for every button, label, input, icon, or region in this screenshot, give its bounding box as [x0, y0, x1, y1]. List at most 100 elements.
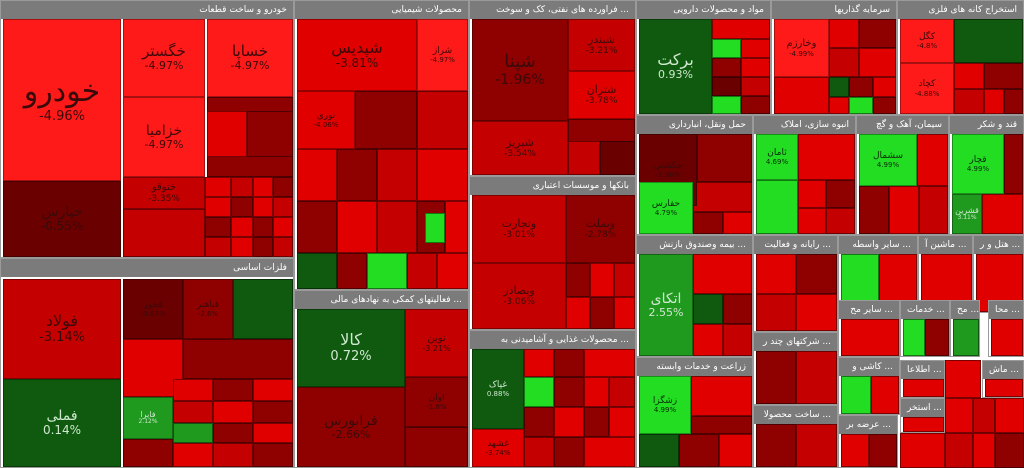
stock-tile[interactable] [273, 177, 293, 197]
stock-tile[interactable] [183, 339, 293, 379]
treemap-sector[interactable]: استخراج کانه های فلزی کگل -4.8% کچاد -4.88% [897, 0, 1024, 115]
stock-tile[interactable] [889, 186, 919, 234]
stock-tile[interactable] [798, 208, 826, 234]
stock-tile[interactable] [945, 398, 973, 433]
stock-tile[interactable]: خساپا -4.97% [207, 19, 293, 97]
stock-tile[interactable] [566, 297, 590, 329]
stock-tile[interactable] [984, 63, 1023, 89]
stock-tile[interactable]: فرابورس -2.66% [297, 387, 405, 467]
stock-tile[interactable] [609, 377, 635, 407]
stock-tile[interactable] [741, 96, 770, 114]
treemap-sector[interactable]: ماش ... [982, 360, 1024, 398]
stock-tile[interactable] [213, 443, 253, 467]
stock-tile[interactable]: فخوز -0.03% [123, 279, 183, 339]
stock-tile[interactable] [297, 253, 337, 289]
stock-tile[interactable] [253, 177, 273, 197]
stock-tile[interactable]: وخارزم -4.99% [774, 19, 829, 77]
stock-tile[interactable] [691, 416, 752, 434]
stock-tile[interactable] [417, 149, 468, 201]
stock-tile[interactable] [213, 379, 253, 401]
stock-tile[interactable] [123, 439, 173, 467]
treemap-sector[interactable]: زراعت و خدمات وابسته زشگزا 4.99% [636, 357, 753, 468]
treemap-sector[interactable]: حمل ونقل، انبارداری حکشتی -1.36% حفارس 4.79% [636, 115, 753, 235]
stock-tile[interactable] [756, 180, 798, 234]
stock-tile[interactable] [849, 77, 873, 97]
stock-tile[interactable] [697, 134, 752, 182]
treemap-sector[interactable]: مواد و محصولات دارویی برکت 0.93% [636, 0, 771, 115]
stock-tile[interactable] [995, 433, 1024, 468]
stock-tile[interactable] [723, 324, 752, 356]
stock-tile[interactable] [253, 237, 273, 257]
stock-tile[interactable]: غشهد -3.74% [472, 429, 524, 467]
stock-tile[interactable]: کالا 0.72% [297, 309, 405, 387]
stock-tile[interactable] [829, 48, 859, 77]
stock-tile[interactable] [712, 19, 770, 39]
stock-tile[interactable] [297, 201, 337, 253]
stock-tile[interactable] [337, 201, 377, 253]
stock-tile[interactable] [273, 197, 293, 217]
stock-tile[interactable] [590, 297, 614, 329]
stock-tile[interactable] [953, 319, 979, 356]
treemap-sector[interactable]: قند و شکر قچار 4.99% قشرین 3.11% [949, 115, 1024, 235]
stock-tile[interactable] [584, 437, 635, 467]
stock-tile[interactable] [796, 294, 837, 331]
stock-tile[interactable] [273, 237, 293, 257]
stock-tile[interactable] [829, 97, 849, 114]
stock-tile[interactable] [679, 434, 719, 467]
stock-tile[interactable] [873, 97, 896, 114]
stock-tile[interactable] [233, 279, 293, 339]
stock-tile[interactable] [723, 212, 752, 234]
stock-tile[interactable] [796, 351, 837, 404]
stock-tile[interactable] [405, 427, 468, 467]
treemap-sector[interactable]: بانکها و موسسات اعتباری وتجارت -3.01% وبملت… [469, 176, 636, 330]
stock-tile[interactable] [297, 149, 337, 201]
stock-tile[interactable]: اوان -1.8% [405, 377, 468, 427]
stock-tile[interactable] [213, 401, 253, 423]
stock-tile[interactable] [445, 201, 468, 253]
stock-tile[interactable] [829, 77, 849, 97]
stock-tile[interactable] [723, 294, 752, 324]
stock-tile[interactable] [425, 213, 445, 243]
stock-tile[interactable] [524, 349, 554, 377]
stock-tile[interactable] [205, 217, 231, 237]
treemap-sector[interactable]: عرضه بر ... [838, 415, 898, 468]
stock-tile[interactable] [829, 19, 859, 48]
stock-tile[interactable]: شبندر -3.21% [568, 19, 635, 71]
stock-tile[interactable] [919, 186, 948, 234]
stock-tile[interactable] [584, 407, 609, 437]
treemap-sector[interactable]: انبوه سازی، املاک ثامان 4.69% [753, 115, 856, 235]
stock-tile[interactable] [985, 379, 1023, 397]
stock-tile[interactable] [566, 263, 590, 297]
stock-tile[interactable]: غپاک 0.88% [472, 349, 524, 429]
stock-tile[interactable] [205, 237, 231, 257]
stock-tile[interactable] [945, 360, 981, 398]
stock-tile[interactable] [355, 91, 417, 149]
stock-tile[interactable] [841, 434, 869, 467]
stock-tile[interactable] [173, 379, 213, 401]
stock-tile[interactable] [231, 197, 253, 217]
stock-tile[interactable]: فولاد -3.14% [3, 279, 121, 379]
stock-tile[interactable] [954, 19, 1023, 63]
stock-tile[interactable] [954, 89, 984, 114]
stock-tile[interactable] [367, 253, 407, 289]
treemap-sector[interactable]: رایانه و فعالیت ... [753, 235, 838, 332]
stock-tile[interactable]: کگل -4.8% [900, 19, 954, 63]
stock-tile[interactable] [859, 19, 896, 48]
stock-tile[interactable] [253, 217, 273, 237]
stock-tile[interactable] [871, 376, 899, 414]
stock-tile[interactable] [693, 212, 723, 234]
stock-tile[interactable] [991, 319, 1023, 356]
stock-tile[interactable] [693, 182, 752, 212]
treemap-sector[interactable]: سایر واسطه ... [838, 235, 918, 313]
stock-tile[interactable] [841, 319, 899, 356]
stock-tile[interactable]: شراز -4.97% [417, 19, 468, 91]
stock-tile[interactable] [798, 180, 826, 208]
treemap-sector[interactable]: سیمان، آهک و گچ سشمال 4.99% [856, 115, 949, 235]
stock-tile[interactable]: کچاد -4.88% [900, 63, 954, 114]
stock-tile[interactable]: نوین -3.21% [405, 309, 468, 377]
stock-tile[interactable] [584, 349, 635, 377]
stock-tile[interactable]: حفارس 4.79% [639, 182, 693, 234]
stock-tile[interactable] [826, 180, 855, 208]
stock-tile[interactable]: زشگزا 4.99% [639, 376, 691, 434]
stock-tile[interactable] [741, 39, 770, 58]
